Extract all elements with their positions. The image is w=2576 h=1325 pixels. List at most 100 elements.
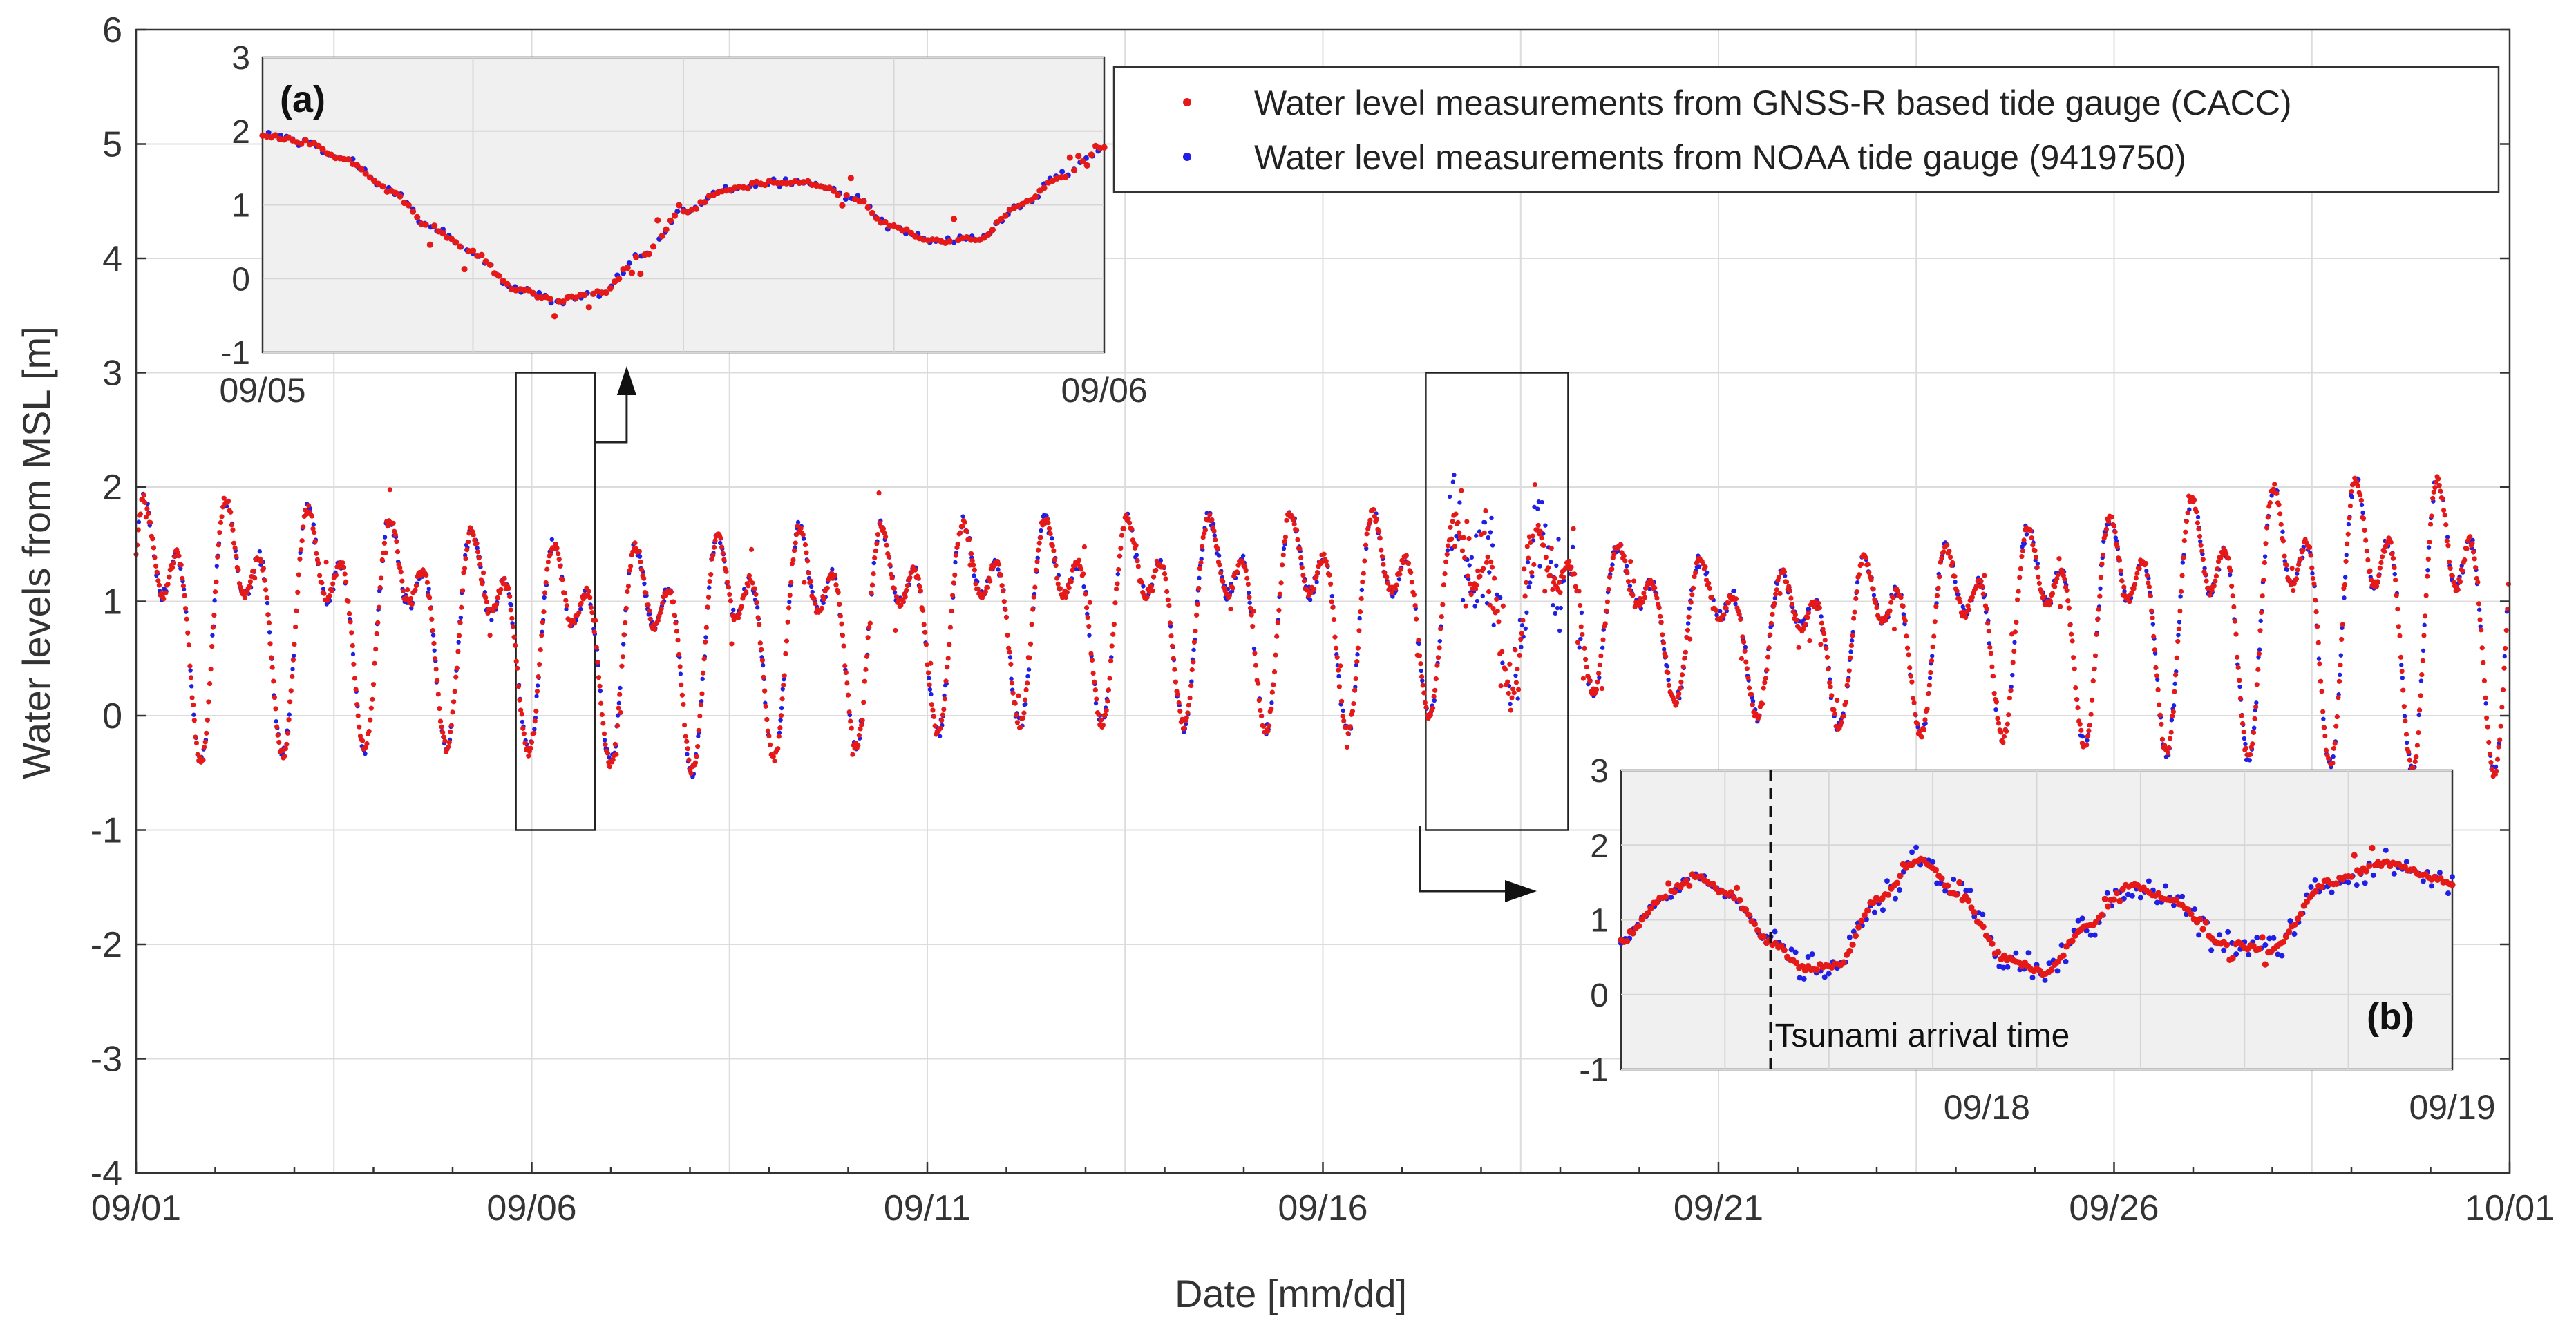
gnss-point [508,607,513,613]
gnss-point [1185,710,1191,716]
gnss-point [2312,598,2318,603]
gnss-point [1053,562,1059,569]
noaa-point [2177,620,2182,625]
gnss-point [2183,529,2188,535]
gnss-point [1826,667,1831,672]
noaa-point [2360,510,2365,515]
gnss-point [1505,679,1510,685]
inset-noaa-point [1951,876,1957,882]
gnss-point [343,579,349,584]
gnss-point [373,647,379,652]
gnss-point [684,738,690,744]
gnss-point [1153,567,1159,573]
gnss-point [2213,573,2219,579]
noaa-point [1115,571,1121,577]
inset-gnss-point [2113,890,2121,897]
gnss-point [428,605,433,611]
gnss-point [1931,633,1937,639]
inset-gnss-point [469,247,477,254]
gnss-point [2253,704,2259,709]
gnss-point [1848,655,1853,660]
noaa-point [1491,622,1496,628]
gnss-point [2487,751,2492,757]
noaa-point [2022,541,2027,546]
gnss-point [2395,607,2400,612]
gnss-point [2017,575,2023,580]
gnss-point [1937,574,1942,580]
gnss-point [2425,573,2430,579]
x-tick-label: 09/06 [486,1188,576,1228]
gnss-point [2111,524,2117,529]
gnss-point [1218,570,1224,575]
gnss-point [636,549,642,554]
gnss-point [2340,622,2345,627]
gnss-point [1618,542,1624,547]
gnss-point [2170,709,2176,714]
noaa-point [642,581,647,587]
gnss-point [846,709,852,715]
gnss-point [1917,728,1922,734]
noaa-point [1543,523,1548,528]
gnss-point [1535,522,1541,528]
gnss-point [1595,679,1600,685]
noaa-point [1498,595,1503,600]
gnss-point [1511,690,1517,696]
noaa-point [2237,684,2242,689]
gnss-point [1421,690,1427,696]
gnss-point [2334,714,2340,720]
gnss-point [374,631,379,636]
gnss-point [2326,756,2331,761]
gnss-point [542,590,548,595]
gnss-point [2388,540,2394,545]
inset-gnss-point [637,270,644,278]
gnss-point [782,673,787,678]
inset-y-tick-label: 1 [1590,903,1609,940]
inset-gnss-point [439,230,446,237]
inset-noaa-point [1871,909,1877,915]
inset-gnss-point [1101,144,1108,151]
noaa-point [1732,588,1737,593]
gnss-point [2036,574,2041,580]
gnss-point [1863,555,1868,560]
y-axis-label: Water levels from MSL [m] [15,326,58,779]
gnss-point [1805,615,1810,620]
gnss-point [1607,574,1613,580]
inset-gnss-point [1686,882,1693,889]
gnss-point [1990,674,1996,679]
gnss-point [456,633,462,638]
gnss-point [1182,725,1187,731]
gnss-point [1332,634,1338,640]
gnss-point [802,542,808,548]
gnss-point [1234,569,1240,575]
gnss-point [1330,604,1336,610]
zoom-box [1425,372,1569,831]
gnss-point [2278,522,2284,527]
gnss-point [1844,683,1850,688]
gnss-point [1420,683,1426,688]
gnss-point [145,511,151,517]
inset-gnss-point [581,292,588,298]
gnss-point [1340,714,1345,719]
gnss-point [2155,687,2161,693]
gnss-point [1859,561,1864,567]
gnss-point [1034,559,1040,564]
inset-gnss-point [1083,162,1090,169]
noaa-point [1482,519,1488,525]
noaa-point [1562,578,1566,583]
gnss-point [2494,768,2499,774]
noaa-point [2346,522,2351,527]
inset-noaa-point [2403,859,2409,865]
gnss-point [766,733,772,739]
gnss-point [2280,538,2286,544]
gnss-point [201,744,207,750]
gnss-point [1443,559,1449,564]
gnss-point [1888,600,1894,605]
gnss-point [1191,639,1197,645]
gnss-point [1539,535,1544,541]
noaa-point [1359,587,1365,593]
gnss-point [507,593,513,600]
gnss-point [2211,583,2217,589]
gnss-point [1271,669,1278,675]
gnss-point [2055,572,2061,578]
